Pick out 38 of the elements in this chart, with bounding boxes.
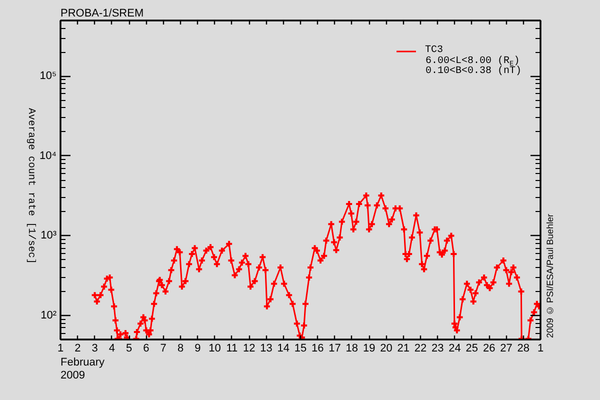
x-tick-label: 3 (92, 342, 98, 354)
x-tick-label: 26 (482, 342, 496, 354)
x-tick-label: 16 (312, 342, 324, 354)
y-tick-label: 10⁴ (40, 150, 57, 162)
x-tick-label: 17 (328, 342, 341, 354)
x-tick-label: 7 (160, 342, 166, 354)
legend-label: TC3 (425, 45, 444, 56)
x-tick-label: 15 (294, 342, 307, 354)
text: 2009 © PSI/ESA/Paul Buehler (544, 214, 556, 338)
x-tick-label: 5 (126, 342, 132, 354)
x-tick-label: 21 (397, 342, 410, 354)
x-tick-label: 24 (448, 342, 461, 354)
x-tick-label: 1 (57, 342, 64, 354)
x-tick-label: 22 (414, 342, 427, 354)
x-tick-label: 10 (208, 342, 221, 354)
x-tick-label: 20 (380, 342, 392, 354)
x-tick-label: 11 (226, 342, 238, 354)
y-tick-label: 10⁵ (40, 70, 56, 82)
x-tick-label: 1 (537, 342, 544, 354)
x-tick-label: 4 (108, 342, 115, 354)
x-tick-label: 25 (466, 342, 478, 354)
x-tick-label: 12 (242, 342, 256, 354)
x-tick-label: 23 (432, 342, 444, 354)
x-tick-label: 2 (74, 342, 81, 354)
x-tick-label: 13 (260, 342, 272, 354)
x-tick-label: 9 (194, 342, 201, 354)
x-axis-title: February 2009 (60, 356, 106, 382)
x-tick-label: 27 (500, 342, 512, 354)
y-tick-label: 10² (40, 309, 57, 322)
x-tick-label: 14 (277, 342, 290, 354)
x-tick-label: 18 (346, 342, 358, 354)
y-tick-label: 10³ (40, 230, 57, 242)
x-tick-label: 28 (517, 342, 530, 354)
y-axis-title: Average count rate [1/sec] (24, 108, 36, 264)
x-tick-label: 19 (362, 342, 376, 354)
x-tick-label: 6 (143, 342, 150, 354)
chart-title: PROBA-1/SREM (60, 8, 144, 20)
x-tick-label: 8 (177, 342, 184, 354)
